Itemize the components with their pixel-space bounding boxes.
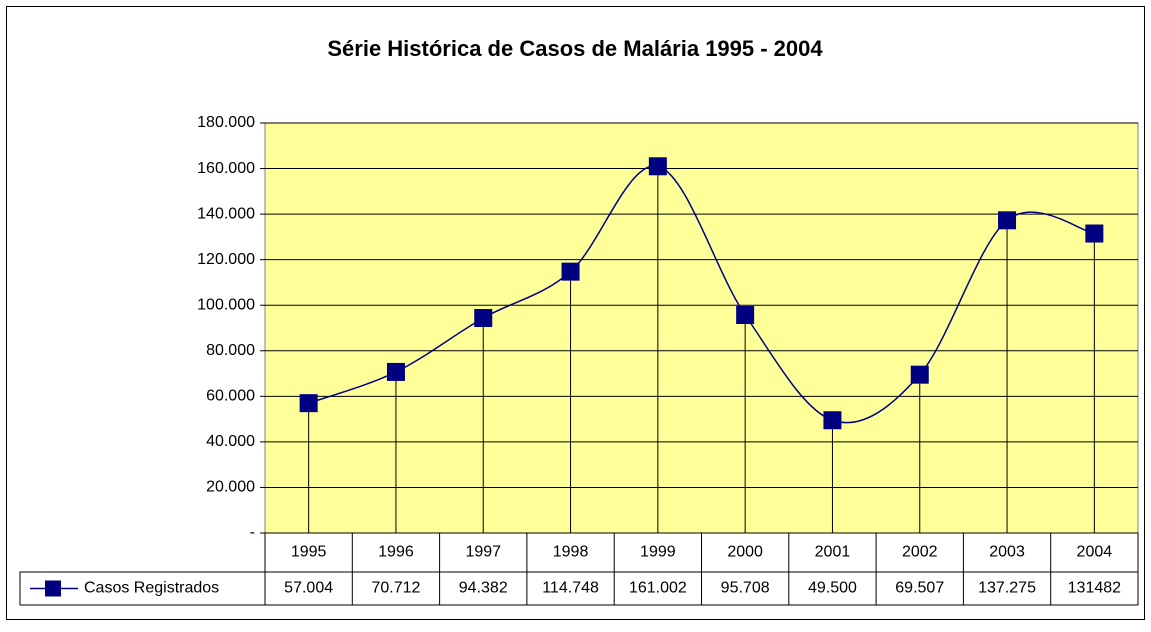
marker xyxy=(561,262,580,281)
value-label: 94.382 xyxy=(459,580,508,597)
marker xyxy=(299,394,318,413)
table-legend-cell xyxy=(19,571,266,606)
marker xyxy=(736,305,755,324)
x-tick-label: 1999 xyxy=(640,544,676,561)
value-label: 49.500 xyxy=(808,580,857,597)
y-tick-label: 80.000 xyxy=(206,342,255,359)
value-label: 69.507 xyxy=(895,580,944,597)
value-label: 95.708 xyxy=(721,580,770,597)
value-label: 131482 xyxy=(1068,580,1121,597)
chart-title: Série Histórica de Casos de Malária 1995… xyxy=(327,36,823,61)
x-tick-label: 2000 xyxy=(727,544,763,561)
marker xyxy=(386,362,405,381)
marker xyxy=(998,211,1017,230)
x-tick-label: 2001 xyxy=(815,544,851,561)
x-tick-label: 2002 xyxy=(902,544,938,561)
marker xyxy=(823,411,842,430)
y-tick-label: 120.000 xyxy=(197,251,255,268)
y-tick-label: 100.000 xyxy=(197,296,255,313)
y-tick-label: 40.000 xyxy=(206,433,255,450)
x-tick-label: 1998 xyxy=(553,544,589,561)
value-label: 161.002 xyxy=(629,580,687,597)
x-tick-label: 2004 xyxy=(1077,544,1113,561)
y-tick-label: 160.000 xyxy=(197,160,255,177)
value-label: 114.748 xyxy=(542,580,599,597)
value-label: 57.004 xyxy=(284,580,333,597)
legend-label: Casos Registrados xyxy=(84,580,219,597)
marker xyxy=(648,157,667,176)
y-tick-label: 180.000 xyxy=(197,114,255,131)
series-line xyxy=(308,165,1095,424)
x-tick-label: 1997 xyxy=(465,544,501,561)
marker xyxy=(910,365,929,384)
x-tick-label: 2003 xyxy=(989,544,1025,561)
y-tick-label: 60.000 xyxy=(206,388,255,405)
y-tick-label: 20.000 xyxy=(206,479,255,496)
value-label: 70.712 xyxy=(371,580,420,597)
x-tick-label: 1995 xyxy=(291,544,327,561)
y-tick-label: - xyxy=(250,524,255,541)
plot-area xyxy=(264,122,1139,534)
y-tick-label: 140.000 xyxy=(197,205,255,222)
value-label: 137.275 xyxy=(978,580,1036,597)
marker xyxy=(474,309,493,328)
marker xyxy=(1085,224,1104,243)
legend-marker xyxy=(45,580,61,597)
x-tick-label: 1996 xyxy=(378,544,414,561)
